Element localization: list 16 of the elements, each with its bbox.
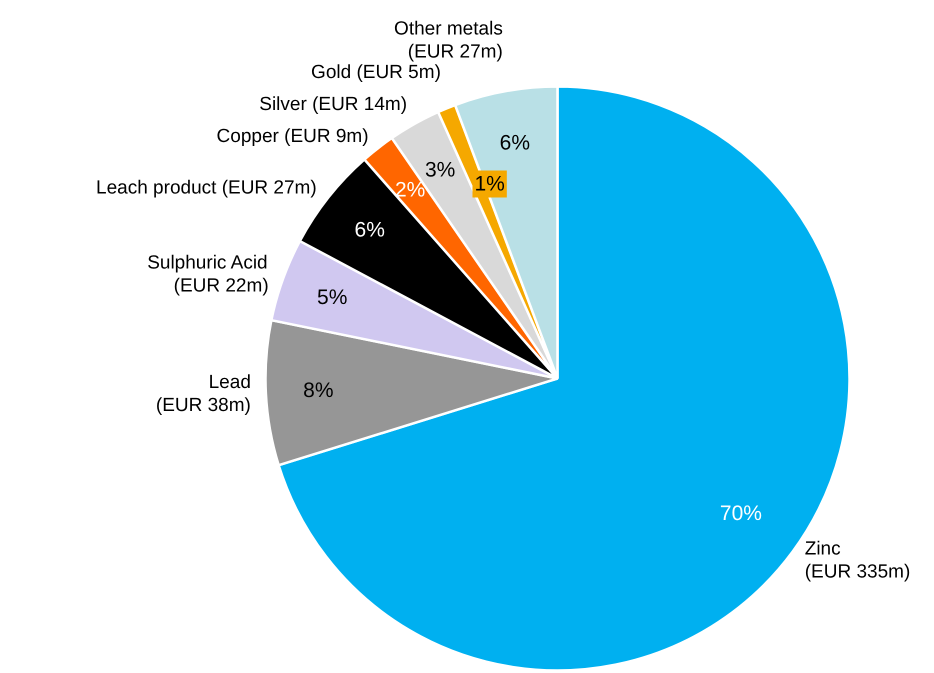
data-label: 3% xyxy=(425,158,456,182)
slice-label: Leach product (EUR 27m) xyxy=(96,178,317,199)
data-label: 6% xyxy=(354,218,385,242)
data-label: 70% xyxy=(720,502,762,526)
slice-label: Copper (EUR 9m) xyxy=(216,126,369,148)
slice-label: Other metals (EUR 27m) xyxy=(394,18,503,63)
slice-label: Gold (EUR 5m) xyxy=(311,62,441,84)
slice-label: Silver (EUR 14m) xyxy=(259,94,408,116)
slice-label: Zinc (EUR 335m) xyxy=(804,538,910,583)
data-label: 5% xyxy=(317,286,348,309)
slice-label: Sulphuric Acid (EUR 22m) xyxy=(147,252,269,297)
slice-label: Lead (EUR 38m) xyxy=(156,372,251,416)
data-label: 8% xyxy=(303,379,334,402)
data-label: 2% xyxy=(394,178,426,202)
data-label: 1% xyxy=(474,172,505,196)
data-label: 6% xyxy=(500,131,530,154)
